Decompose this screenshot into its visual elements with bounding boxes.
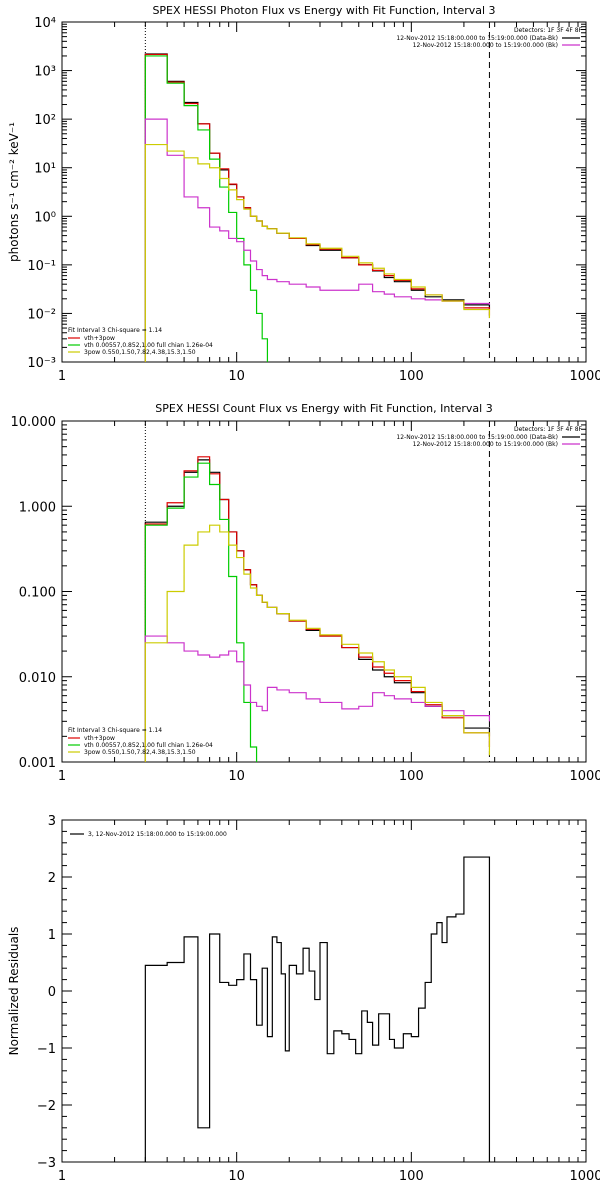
legend-entry: vth 0.00557,0.852,1.00 full chian 1.26e-… — [84, 342, 213, 349]
legend-entry: 3pow 0.550,1.50,7.82,4.38,15.3,1.50 — [84, 349, 196, 356]
plot-frame — [61, 21, 587, 363]
series-line-2 — [144, 53, 491, 362]
plot-frame — [61, 420, 587, 763]
y-tick-label: 0.010 — [19, 671, 56, 686]
x-tick-label: 1000 — [569, 769, 600, 784]
y-tick-label: 10³ — [34, 65, 56, 80]
series-line-4 — [144, 635, 491, 762]
legend-entry: vth+3pow — [84, 335, 115, 342]
y-tick-label: 10⁻¹ — [27, 259, 56, 274]
legend-entry: 12-Nov-2012 15:18:00.000 to 15:19:00.000… — [396, 35, 558, 42]
y-axis-label: photons s⁻¹ cm⁻² keV⁻¹ — [7, 122, 21, 262]
legend-fit-header: Fit Interval 3 Chi-square = 1.14 — [68, 727, 162, 734]
legend-entry: 12-Nov-2012 15:18:00.000 to 15:19:00.000… — [396, 434, 558, 441]
legend-entry: vth+3pow — [84, 735, 115, 742]
y-tick-label: 10⁻² — [27, 307, 56, 322]
x-tick-label: 1 — [58, 369, 66, 384]
legend-entry: 3, 12-Nov-2012 15:18:00.000 to 15:19:00.… — [88, 831, 227, 838]
series-line-1 — [144, 53, 491, 362]
series-line-3 — [144, 462, 258, 762]
legend-detectors: Detectors: 1F 3F 4F 8F — [514, 426, 583, 433]
legend-entry: vth 0.00557,0.852,1.00 full chian 1.26e-… — [84, 742, 213, 749]
series-line-2 — [144, 456, 491, 762]
series-line-1 — [144, 459, 491, 762]
x-tick-label: 10 — [228, 1169, 245, 1184]
plot-frame — [61, 819, 587, 1163]
x-tick-label: 1000 — [569, 1169, 600, 1184]
series-line-5 — [144, 143, 491, 362]
series-group — [144, 53, 491, 362]
y-tick-label: −3 — [37, 1156, 56, 1171]
chart-title: SPEX HESSI Count Flux vs Energy with Fit… — [155, 402, 492, 415]
y-tick-label: −1 — [37, 1042, 56, 1057]
y-tick-label: −2 — [37, 1099, 56, 1114]
y-tick-label: 10⁻³ — [27, 356, 56, 371]
x-tick-label: 100 — [399, 1169, 424, 1184]
x-tick-label: 1 — [58, 769, 66, 784]
series-line-4 — [144, 118, 491, 362]
chart-title: SPEX HESSI Photon Flux vs Energy with Fi… — [152, 4, 495, 17]
y-tick-label: 0 — [48, 985, 56, 1000]
y-tick-label: 0.001 — [19, 756, 56, 771]
x-tick-label: 100 — [399, 369, 424, 384]
y-tick-label: 10² — [34, 113, 56, 128]
y-tick-label: 10⁴ — [34, 16, 56, 31]
series-line-1 — [144, 856, 491, 1162]
y-tick-label: 10¹ — [34, 162, 56, 177]
series-line-5 — [144, 524, 491, 762]
x-tick-label: 10 — [228, 369, 245, 384]
y-tick-label: 0.100 — [19, 586, 56, 601]
y-tick-label: 2 — [48, 871, 56, 886]
y-tick-label: 3 — [48, 814, 56, 829]
x-tick-label: 10 — [228, 769, 245, 784]
x-tick-label: 1 — [58, 1169, 66, 1184]
y-axis-label: Normalized Residuals — [7, 927, 21, 1056]
y-tick-label: 10.000 — [11, 415, 57, 430]
series-group — [144, 856, 491, 1162]
chart-panel-1: SPEX HESSI Photon Flux vs Energy with Fi… — [7, 4, 600, 384]
legend-entry: 12-Nov-2012 15:18:00.000 to 15:19:00.000… — [413, 441, 558, 448]
x-tick-label: 100 — [399, 769, 424, 784]
x-tick-label: 1000 — [569, 369, 600, 384]
chart-panel-2: SPEX HESSI Count Flux vs Energy with Fit… — [11, 402, 600, 784]
legend-entry: 3pow 0.550,1.50,7.82,4.38,15.3,1.50 — [84, 749, 196, 756]
series-group — [144, 456, 491, 762]
legend-entry: 12-Nov-2012 15:18:00.000 to 15:19:00.000… — [413, 42, 558, 49]
series-line-3 — [144, 55, 269, 362]
y-tick-label: 1 — [48, 928, 56, 943]
legend-fit-header: Fit Interval 3 Chi-square = 1.14 — [68, 327, 162, 334]
y-tick-label: 10⁰ — [34, 210, 56, 225]
legend-detectors: Detectors: 1F 3F 4F 8F — [514, 27, 583, 34]
y-tick-label: 1.000 — [19, 500, 56, 515]
